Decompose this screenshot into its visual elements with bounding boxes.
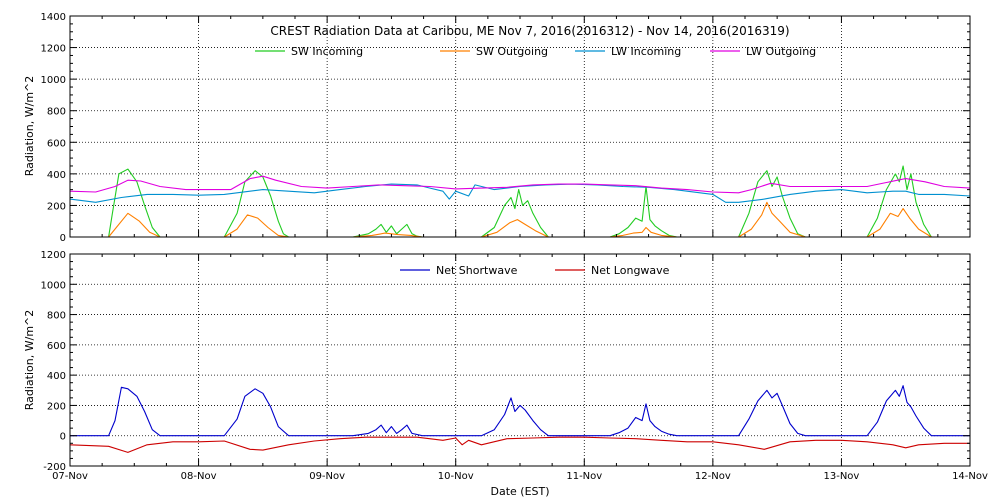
- top-y-tick-label: 200: [47, 201, 66, 212]
- top-y-tick-label: 1000: [41, 75, 66, 86]
- bottom-y-tick-label: 1200: [41, 250, 66, 261]
- top-y-tick-label: 400: [47, 170, 66, 181]
- top-series-lw-incoming: [69, 183, 971, 203]
- bottom-x-tick-label: 13-Nov: [823, 471, 859, 482]
- bottom-y-tick-label: 1000: [41, 280, 66, 291]
- bottom-series-net-longwave: [69, 436, 970, 453]
- top-y-tick-label: 1400: [41, 12, 66, 23]
- x-axis-label: Date (EST): [490, 485, 549, 498]
- bottom-x-tick-label: 14-Nov: [952, 471, 988, 482]
- top-y-tick-label: 1200: [41, 44, 66, 55]
- bottom-series-net-shortwave: [70, 385, 970, 437]
- top-y-tick-label: 600: [47, 138, 66, 149]
- top-legend-label: SW Outgoing: [476, 45, 548, 58]
- bottom-legend-label: Net Shortwave: [436, 264, 518, 277]
- top-panel: 0 200 400 600 800 1000 1200 1400 SW Incoming SW O…: [41, 12, 971, 244]
- top-legend-label: LW Outgoing: [746, 45, 816, 58]
- bottom-y-tick-label: 800: [47, 311, 66, 322]
- bottom-legend-label: Net Longwave: [591, 264, 670, 277]
- top-y-tick-label: 0: [60, 233, 66, 244]
- bottom-panel: -200 0 200 400 600 800 1000 1200 07-Nov 08-Nov 09-…: [41, 250, 988, 482]
- bottom-y-tick-label: 0: [60, 432, 66, 443]
- bottom-x-tick-label: 07-Nov: [52, 471, 88, 482]
- bottom-y-tick-label: 400: [47, 371, 66, 382]
- bottom-y-axis-label: Radiation, W/m^2: [23, 310, 36, 411]
- top-legend-label: LW Incoming: [611, 45, 681, 58]
- bottom-x-tick-label: 12-Nov: [695, 471, 731, 482]
- bottom-x-tick-label: 08-Nov: [181, 471, 217, 482]
- chart-title: CREST Radiation Data at Caribou, ME Nov …: [270, 24, 789, 38]
- bottom-y-tick-label: 200: [47, 401, 66, 412]
- top-series-lw-outgoing: [69, 175, 971, 194]
- top-y-axis-label: Radiation, W/m^2: [23, 76, 36, 177]
- bottom-y-tick-label: 600: [47, 341, 66, 352]
- top-y-tick-label: 800: [47, 107, 66, 118]
- bottom-y-tick-label: -200: [43, 462, 66, 473]
- bottom-x-tick-label: 10-Nov: [438, 471, 474, 482]
- top-legend-label: SW Incoming: [291, 45, 363, 58]
- bottom-x-tick-label: 11-Nov: [566, 471, 602, 482]
- bottom-x-tick-label: 09-Nov: [309, 471, 345, 482]
